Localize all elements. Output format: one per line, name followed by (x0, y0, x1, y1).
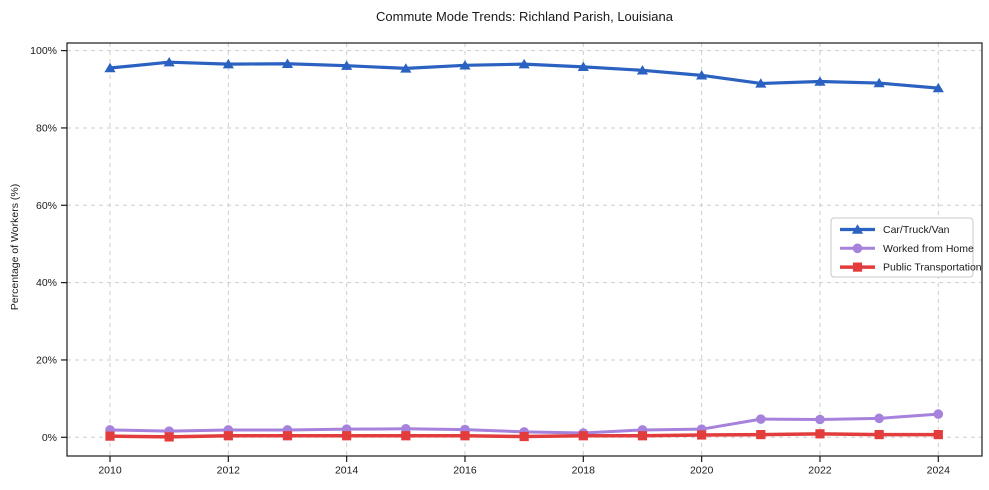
chart-title: Commute Mode Trends: Richland Parish, Lo… (376, 9, 673, 24)
square-marker-icon (105, 431, 115, 441)
square-marker-icon (874, 429, 884, 440)
triangle-marker-icon (400, 63, 412, 73)
legend-item-car-truck-van: Car/Truck/Van (840, 224, 950, 236)
square-marker-icon (578, 431, 588, 441)
square-marker-icon (815, 429, 825, 439)
triangle-marker-icon (696, 70, 708, 80)
square-marker-icon (401, 431, 411, 441)
legend-triangle-marker-icon (851, 224, 864, 234)
triangle-marker-icon (755, 78, 767, 88)
triangle-marker-icon (814, 76, 826, 86)
legend: Car/Truck/Van Worked from Home Public Tran… (830, 217, 982, 278)
y-tick-label: 100% (30, 45, 57, 57)
triangle-marker-icon (873, 77, 885, 88)
square-marker-icon (342, 431, 352, 441)
plot-border (66, 42, 983, 457)
square-marker-icon (282, 431, 293, 441)
circle-marker-icon (756, 414, 766, 424)
square-marker-icon (697, 430, 707, 440)
x-tick-label: 2020 (690, 465, 714, 477)
circle-marker-icon (933, 409, 944, 419)
legend-box (830, 217, 974, 278)
legend-item-worked-from-home: Worked from Home (840, 243, 974, 255)
x-tick-label: 2022 (808, 465, 832, 477)
legend-circle-marker-icon (852, 243, 863, 254)
legend-square-marker-icon (852, 262, 863, 272)
x-tick-label: 2024 (927, 465, 951, 477)
square-marker-icon (223, 431, 233, 441)
triangle-marker-icon (636, 65, 649, 75)
legend-label: Car/Truck/Van (883, 224, 950, 236)
legend-item-public-transportation: Public Transportation (840, 262, 982, 274)
x-tick-label: 2014 (335, 465, 359, 477)
y-tick-label: 60% (36, 200, 57, 212)
legend-label: Public Transportation (883, 262, 982, 274)
square-marker-icon (460, 431, 470, 441)
x-tick-label: 2018 (572, 465, 596, 477)
series-car-truck-van (104, 57, 944, 93)
y-tick-label: 80% (36, 122, 57, 134)
triangle-marker-icon (459, 60, 471, 70)
x-tick-label: 2016 (453, 465, 477, 477)
y-tick-label: 20% (36, 354, 57, 366)
triangle-marker-icon (341, 60, 353, 70)
y-tick-label: 0% (42, 432, 57, 444)
circle-marker-icon (874, 413, 884, 424)
triangle-marker-icon (281, 58, 294, 68)
triangle-marker-icon (222, 58, 234, 69)
x-tick-label: 2012 (217, 465, 241, 477)
circle-marker-icon (815, 414, 825, 425)
triangle-marker-icon (104, 62, 116, 73)
square-marker-icon (164, 432, 174, 442)
square-marker-icon (519, 431, 529, 442)
y-tick-label: 40% (36, 277, 57, 289)
triangle-marker-icon (932, 82, 944, 93)
triangle-marker-icon (577, 61, 589, 72)
series-public-transportation (105, 429, 943, 442)
x-tick-label: 2010 (98, 465, 122, 477)
triangle-marker-icon (518, 58, 530, 69)
triangle-marker-icon (163, 57, 175, 67)
square-marker-icon (637, 431, 648, 441)
legend-label: Worked from Home (883, 243, 974, 255)
square-marker-icon (933, 429, 943, 440)
square-marker-icon (756, 429, 766, 440)
